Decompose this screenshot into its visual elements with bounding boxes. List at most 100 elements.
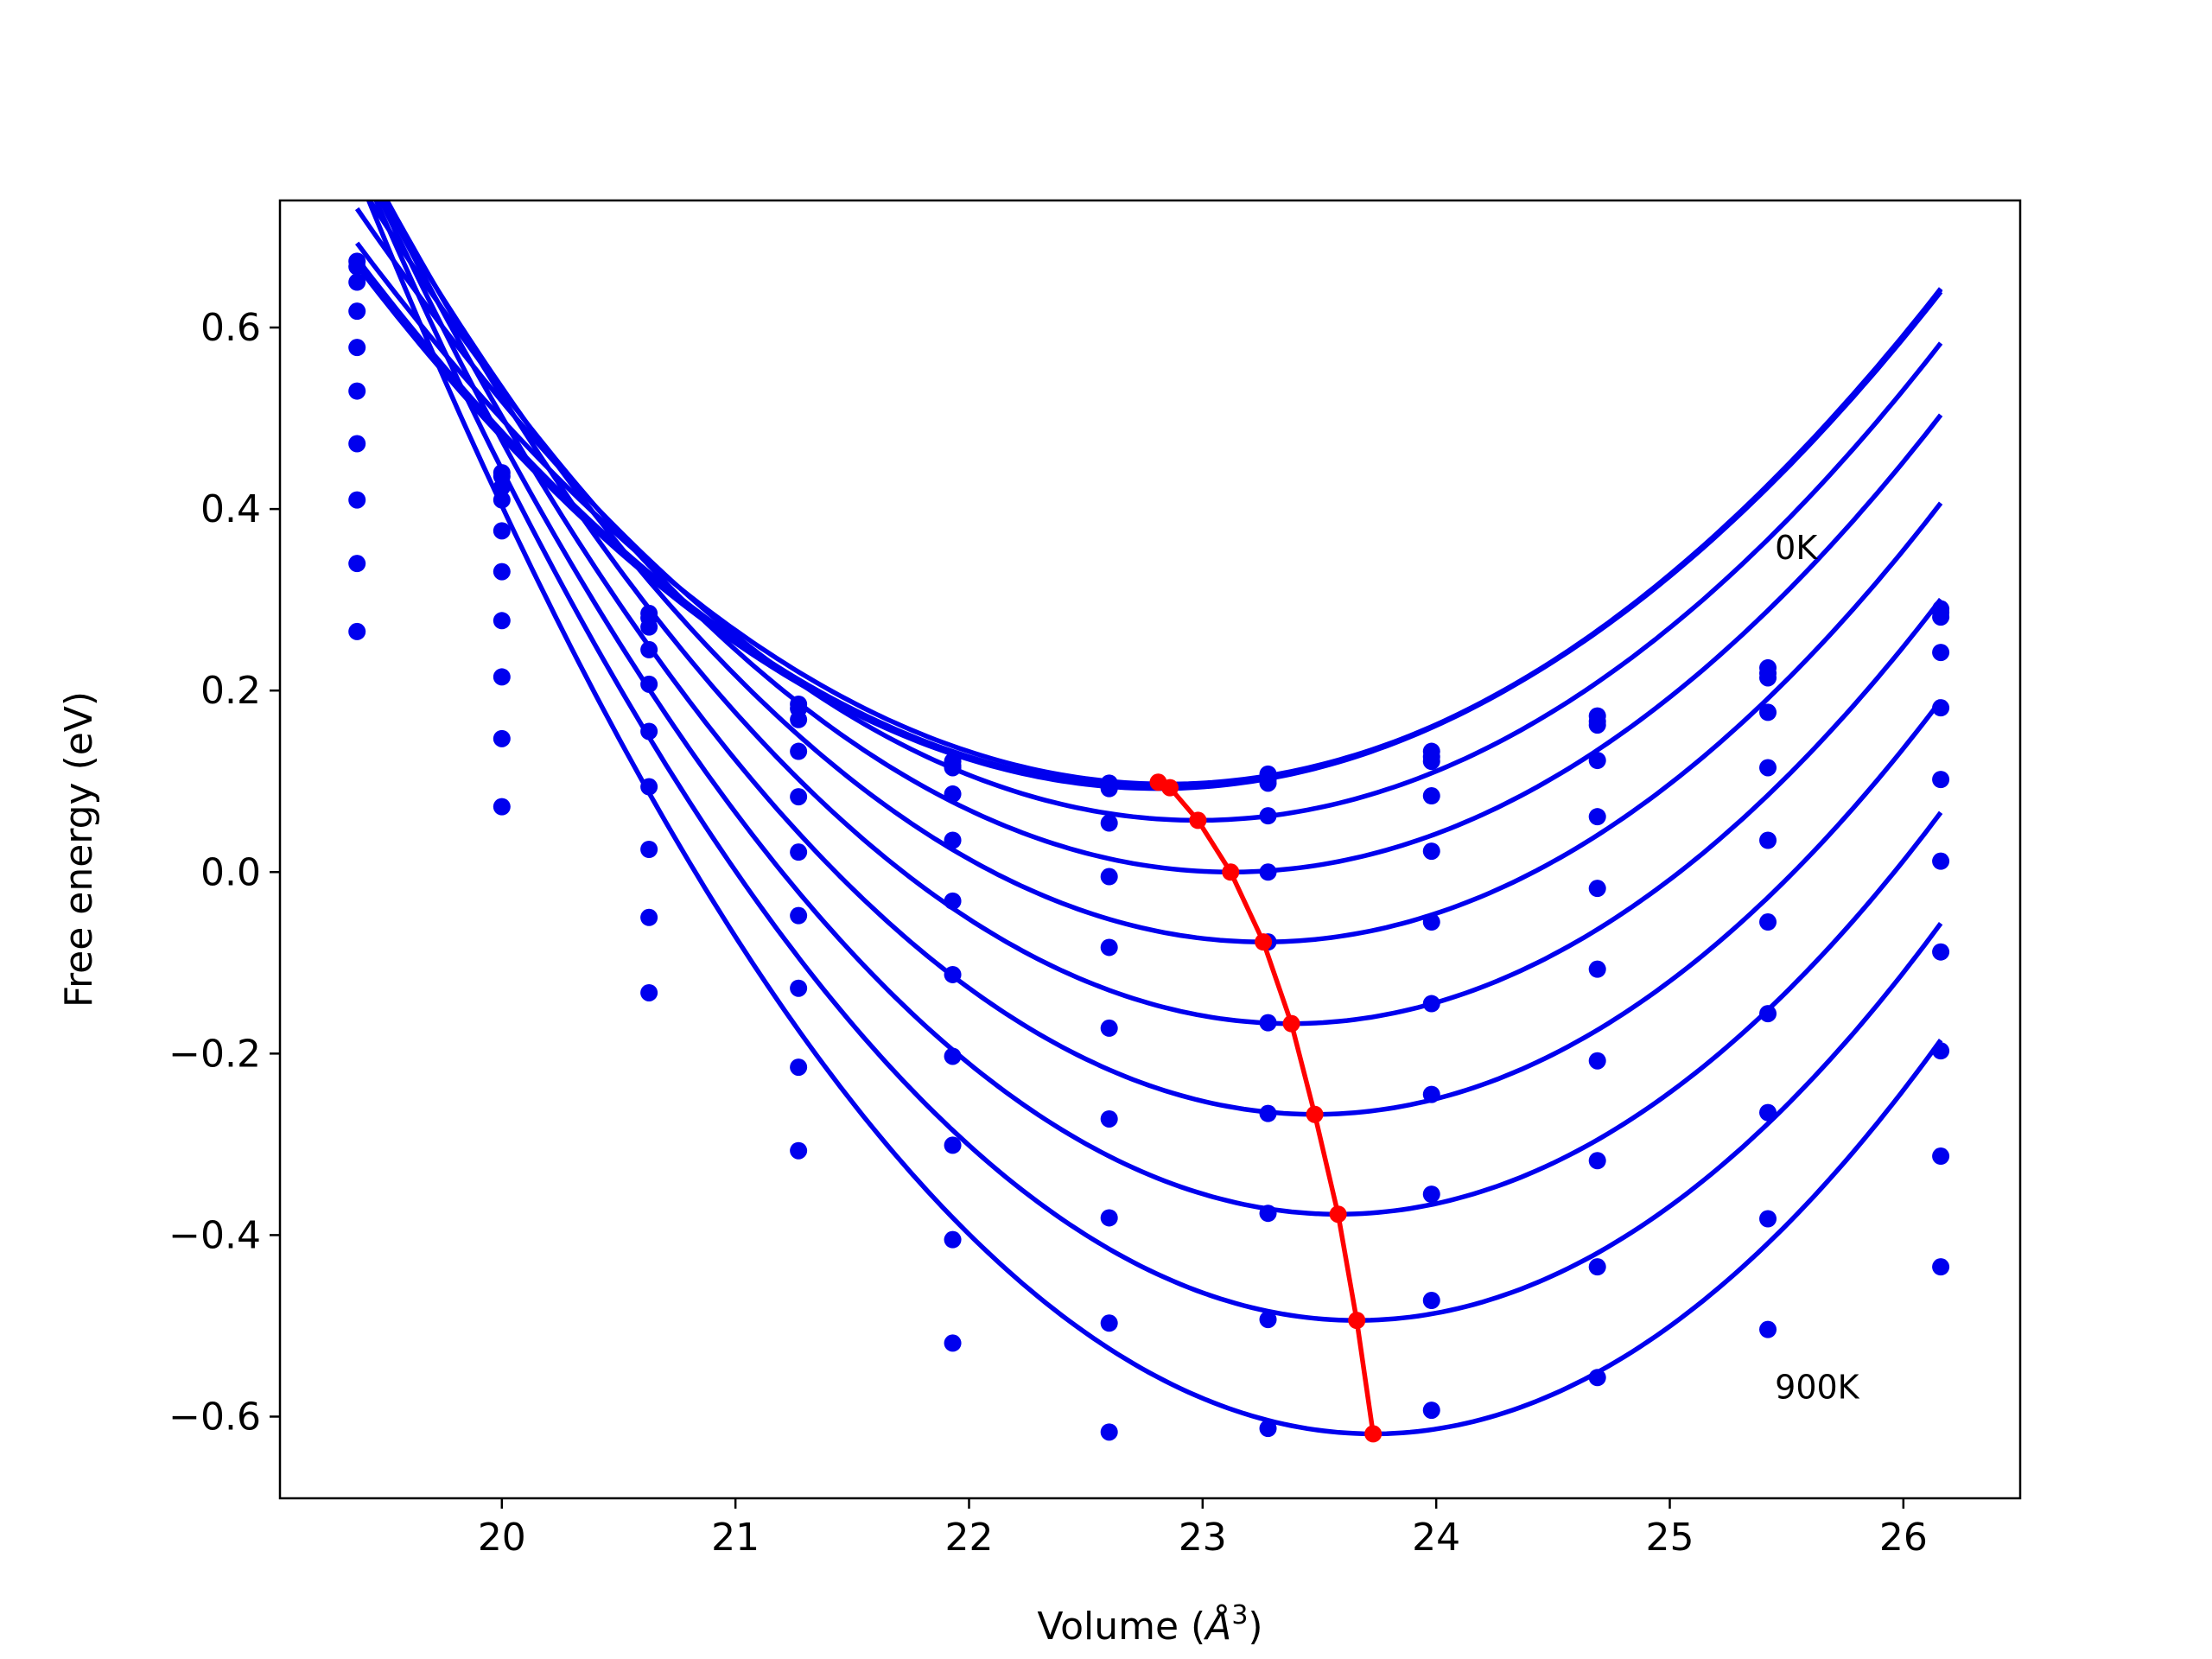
data-point xyxy=(1759,759,1777,777)
fit-curve xyxy=(373,200,1943,1323)
data-point xyxy=(348,622,366,640)
minima-line xyxy=(1149,773,1382,1443)
data-point xyxy=(493,612,511,630)
temperature-annotation: 0K xyxy=(1775,529,1818,567)
x-tick-label: 24 xyxy=(1412,1516,1460,1560)
data-point xyxy=(1759,703,1777,721)
data-point xyxy=(493,478,511,496)
y-tick-label: −0.2 xyxy=(168,1032,261,1076)
data-point xyxy=(640,640,658,658)
y-tick-label: 0.2 xyxy=(200,669,261,713)
data-point xyxy=(944,1230,962,1249)
minima-curve xyxy=(1157,779,1376,1434)
fit-curve xyxy=(384,200,1943,1027)
data-point xyxy=(640,983,658,1001)
data-point xyxy=(640,841,658,858)
data-point xyxy=(348,435,366,453)
data-point xyxy=(1588,960,1606,978)
x-tick-label: 22 xyxy=(944,1516,993,1560)
data-points xyxy=(348,252,1950,1441)
data-point xyxy=(1932,852,1950,870)
data-point xyxy=(1932,699,1950,717)
y-tick-label: −0.6 xyxy=(168,1395,261,1439)
data-point xyxy=(1100,1314,1118,1332)
data-point xyxy=(790,1141,808,1160)
annotations: 0K 900K xyxy=(1775,529,1860,1407)
data-point xyxy=(944,759,962,777)
data-point xyxy=(1259,863,1277,881)
data-point xyxy=(944,831,962,849)
y-axis: −0.6 −0.4 −0.2 0.0 0.2 0.4 0.6 xyxy=(168,306,280,1439)
data-point xyxy=(1259,1420,1277,1438)
data-point xyxy=(944,1136,962,1154)
data-point xyxy=(1100,1109,1118,1128)
y-axis-label: Free energy (eV) xyxy=(57,691,101,1007)
x-tick-label: 21 xyxy=(711,1516,760,1560)
data-point xyxy=(493,522,511,540)
plot-frame xyxy=(278,199,2022,1500)
minimum-point xyxy=(1189,811,1207,830)
data-point xyxy=(790,979,808,997)
data-point xyxy=(944,965,962,983)
data-point xyxy=(944,785,962,803)
data-point xyxy=(1422,787,1440,805)
data-point xyxy=(1932,771,1950,789)
data-point xyxy=(1932,943,1950,961)
data-point xyxy=(790,906,808,925)
data-point xyxy=(493,491,511,509)
fit-curve xyxy=(379,200,1943,944)
fit-curve xyxy=(366,200,1943,875)
data-point xyxy=(1422,1292,1440,1310)
y-tick-label: 0.0 xyxy=(200,850,261,894)
data-point xyxy=(348,491,366,509)
data-point xyxy=(1422,995,1440,1013)
data-point xyxy=(348,302,366,321)
fit-curves xyxy=(354,200,1943,1437)
data-point xyxy=(493,729,511,747)
data-point xyxy=(1422,913,1440,931)
data-point xyxy=(1588,716,1606,734)
x-axis-label: Volume (Å3) xyxy=(1037,1600,1262,1649)
data-point xyxy=(493,798,511,816)
data-point xyxy=(1259,1014,1277,1032)
data-point xyxy=(493,668,511,686)
data-point xyxy=(1932,1147,1950,1166)
data-point xyxy=(1100,1019,1118,1037)
data-point xyxy=(348,339,366,357)
minimum-point xyxy=(1282,1014,1300,1033)
data-point xyxy=(1422,753,1440,771)
data-point xyxy=(640,778,658,796)
minimum-point xyxy=(1222,863,1240,881)
data-point xyxy=(348,555,366,573)
data-point xyxy=(1932,1258,1950,1276)
data-point xyxy=(1759,831,1777,849)
data-point xyxy=(1259,774,1277,792)
data-point xyxy=(1100,1423,1118,1441)
data-point xyxy=(1100,1209,1118,1227)
data-point xyxy=(1759,1005,1777,1023)
data-point xyxy=(1422,1085,1440,1103)
data-point xyxy=(1588,1258,1606,1276)
data-point xyxy=(640,722,658,741)
data-point xyxy=(1759,1320,1777,1338)
data-point xyxy=(348,273,366,291)
data-point xyxy=(944,892,962,910)
data-point xyxy=(1259,807,1277,825)
data-point xyxy=(1932,644,1950,662)
data-point xyxy=(1588,1052,1606,1070)
data-point xyxy=(348,257,366,276)
fit-curve xyxy=(381,200,1943,1117)
data-point xyxy=(790,710,808,728)
y-tick-label: 0.4 xyxy=(200,487,261,531)
data-point xyxy=(640,675,658,693)
data-point xyxy=(790,788,808,806)
data-point xyxy=(640,618,658,636)
y-tick-label: 0.6 xyxy=(200,306,261,350)
data-point xyxy=(640,908,658,926)
data-point xyxy=(493,563,511,581)
data-point xyxy=(1422,1402,1440,1420)
x-tick-label: 20 xyxy=(478,1516,526,1560)
data-point xyxy=(1100,779,1118,798)
fit-curve xyxy=(378,200,1943,1217)
